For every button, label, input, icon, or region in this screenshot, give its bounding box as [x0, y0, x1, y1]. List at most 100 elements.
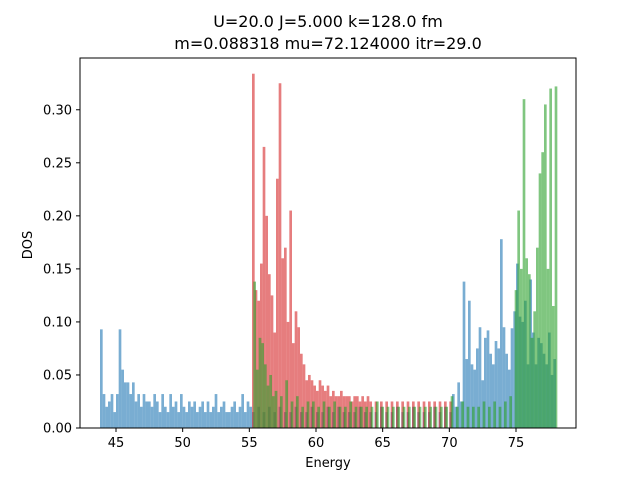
series-0-bar [198, 406, 202, 428]
series-0-bar [500, 239, 503, 428]
series-2-bar [386, 406, 390, 428]
series-0-bar [169, 394, 172, 428]
series-2-bar [482, 401, 486, 428]
series-1-bar [385, 401, 388, 428]
series-2-bar [317, 406, 320, 428]
series-0-bar [158, 412, 162, 428]
series-2-bar [253, 281, 256, 428]
series-0-bar [196, 412, 199, 428]
series-2-bar [418, 406, 422, 428]
series-1-bar [262, 146, 266, 428]
series-0-bar [134, 401, 138, 428]
y-axis-label: DOS [21, 231, 36, 260]
series-2 [253, 86, 558, 429]
series-1-bar [302, 364, 306, 428]
series-0-bar [137, 394, 140, 428]
series-0-bar [510, 328, 514, 428]
series-2-bar [450, 396, 454, 428]
series-2-bar [514, 290, 518, 428]
series-2-bar [466, 406, 470, 428]
series-0-bar [220, 406, 223, 428]
series-0-bar [126, 382, 130, 428]
series-0-bar [233, 401, 236, 428]
series-2-bar [312, 401, 315, 428]
series-2-bar [528, 274, 531, 428]
series-0-bar [174, 401, 178, 428]
plot-frame [79, 57, 577, 429]
series-0-bar [201, 401, 204, 428]
series-1-bar [268, 274, 271, 428]
series-0-bar [180, 394, 183, 428]
series-0-bar [470, 364, 474, 428]
x-axis-label: Energy [305, 456, 351, 471]
series-1-bar [369, 401, 372, 428]
series-0-bar [164, 406, 167, 428]
series-2-bar [392, 406, 395, 428]
series-1-bar [366, 396, 370, 428]
series-1-bar [276, 178, 279, 428]
series-0-bar [121, 369, 124, 428]
x-tick-label: 45 [108, 436, 125, 451]
series-0-bar [188, 401, 191, 428]
series-1-bar [286, 321, 290, 428]
series-2-bar [306, 401, 310, 428]
series-2-bar [266, 385, 270, 428]
series-1-bar [334, 396, 338, 428]
series-2-bar [440, 406, 443, 428]
series-2-bar [269, 374, 272, 428]
series-2-bar [408, 406, 411, 428]
y-tick-label: 0.20 [43, 209, 72, 224]
series-0-bar [225, 412, 228, 428]
series-0-bar [468, 300, 471, 428]
series-0-bar [206, 401, 210, 428]
series-0-bar [484, 337, 487, 428]
series-0-bar [486, 330, 490, 428]
series-0-bar [212, 406, 215, 428]
series-0-bar [222, 401, 226, 428]
series-2-bar [338, 406, 342, 428]
series-1-bar [449, 401, 452, 428]
series-1-bar [254, 290, 258, 428]
series-2-bar [445, 406, 448, 428]
bars-layer [100, 73, 558, 429]
series-1-bar [270, 295, 274, 428]
series-0-bar [156, 401, 159, 428]
series-0-bar [148, 401, 151, 428]
series-0-bar [132, 382, 135, 428]
series-2-bar [333, 401, 336, 428]
x-tick-label: 70 [441, 436, 458, 451]
series-2-bar [549, 88, 552, 429]
series-0-bar [153, 394, 156, 428]
series-0-bar [182, 406, 186, 428]
series-1-bar [300, 353, 303, 428]
series-2-bar [477, 406, 480, 428]
series-2-bar [504, 401, 507, 428]
series-2-bar [376, 401, 379, 428]
series-1-bar [284, 247, 287, 428]
series-0-bar [228, 412, 231, 428]
series-0-bar [494, 341, 498, 428]
series-2-bar [544, 104, 547, 429]
chart-title-line-2: m=0.088318 mu=72.124000 itr=29.0 [174, 34, 482, 53]
series-0-bar [113, 412, 116, 428]
x-tick-label: 65 [374, 436, 391, 451]
series-1-bar [252, 73, 255, 428]
series-2-bar [541, 152, 544, 428]
series-0-bar [185, 412, 188, 428]
series-2-bar [258, 337, 262, 428]
series-1-bar [401, 401, 404, 428]
series-0-bar [166, 412, 170, 428]
series-2-bar [261, 343, 264, 428]
y-axis: 0.00 0.05 0.10 0.15 0.20 0.25 0.30 [43, 103, 80, 437]
series-0-bar [145, 401, 148, 428]
series-0-bar [102, 394, 106, 428]
series-0-bar [217, 412, 220, 428]
series-2-bar [530, 337, 534, 428]
series-2-bar [538, 173, 542, 428]
series-2-bar [285, 380, 288, 428]
y-tick-label: 0.00 [43, 422, 72, 437]
series-0-bar [140, 406, 143, 428]
x-axis: 45 50 55 60 65 70 75 [108, 428, 524, 451]
series-2-bar [552, 306, 555, 428]
